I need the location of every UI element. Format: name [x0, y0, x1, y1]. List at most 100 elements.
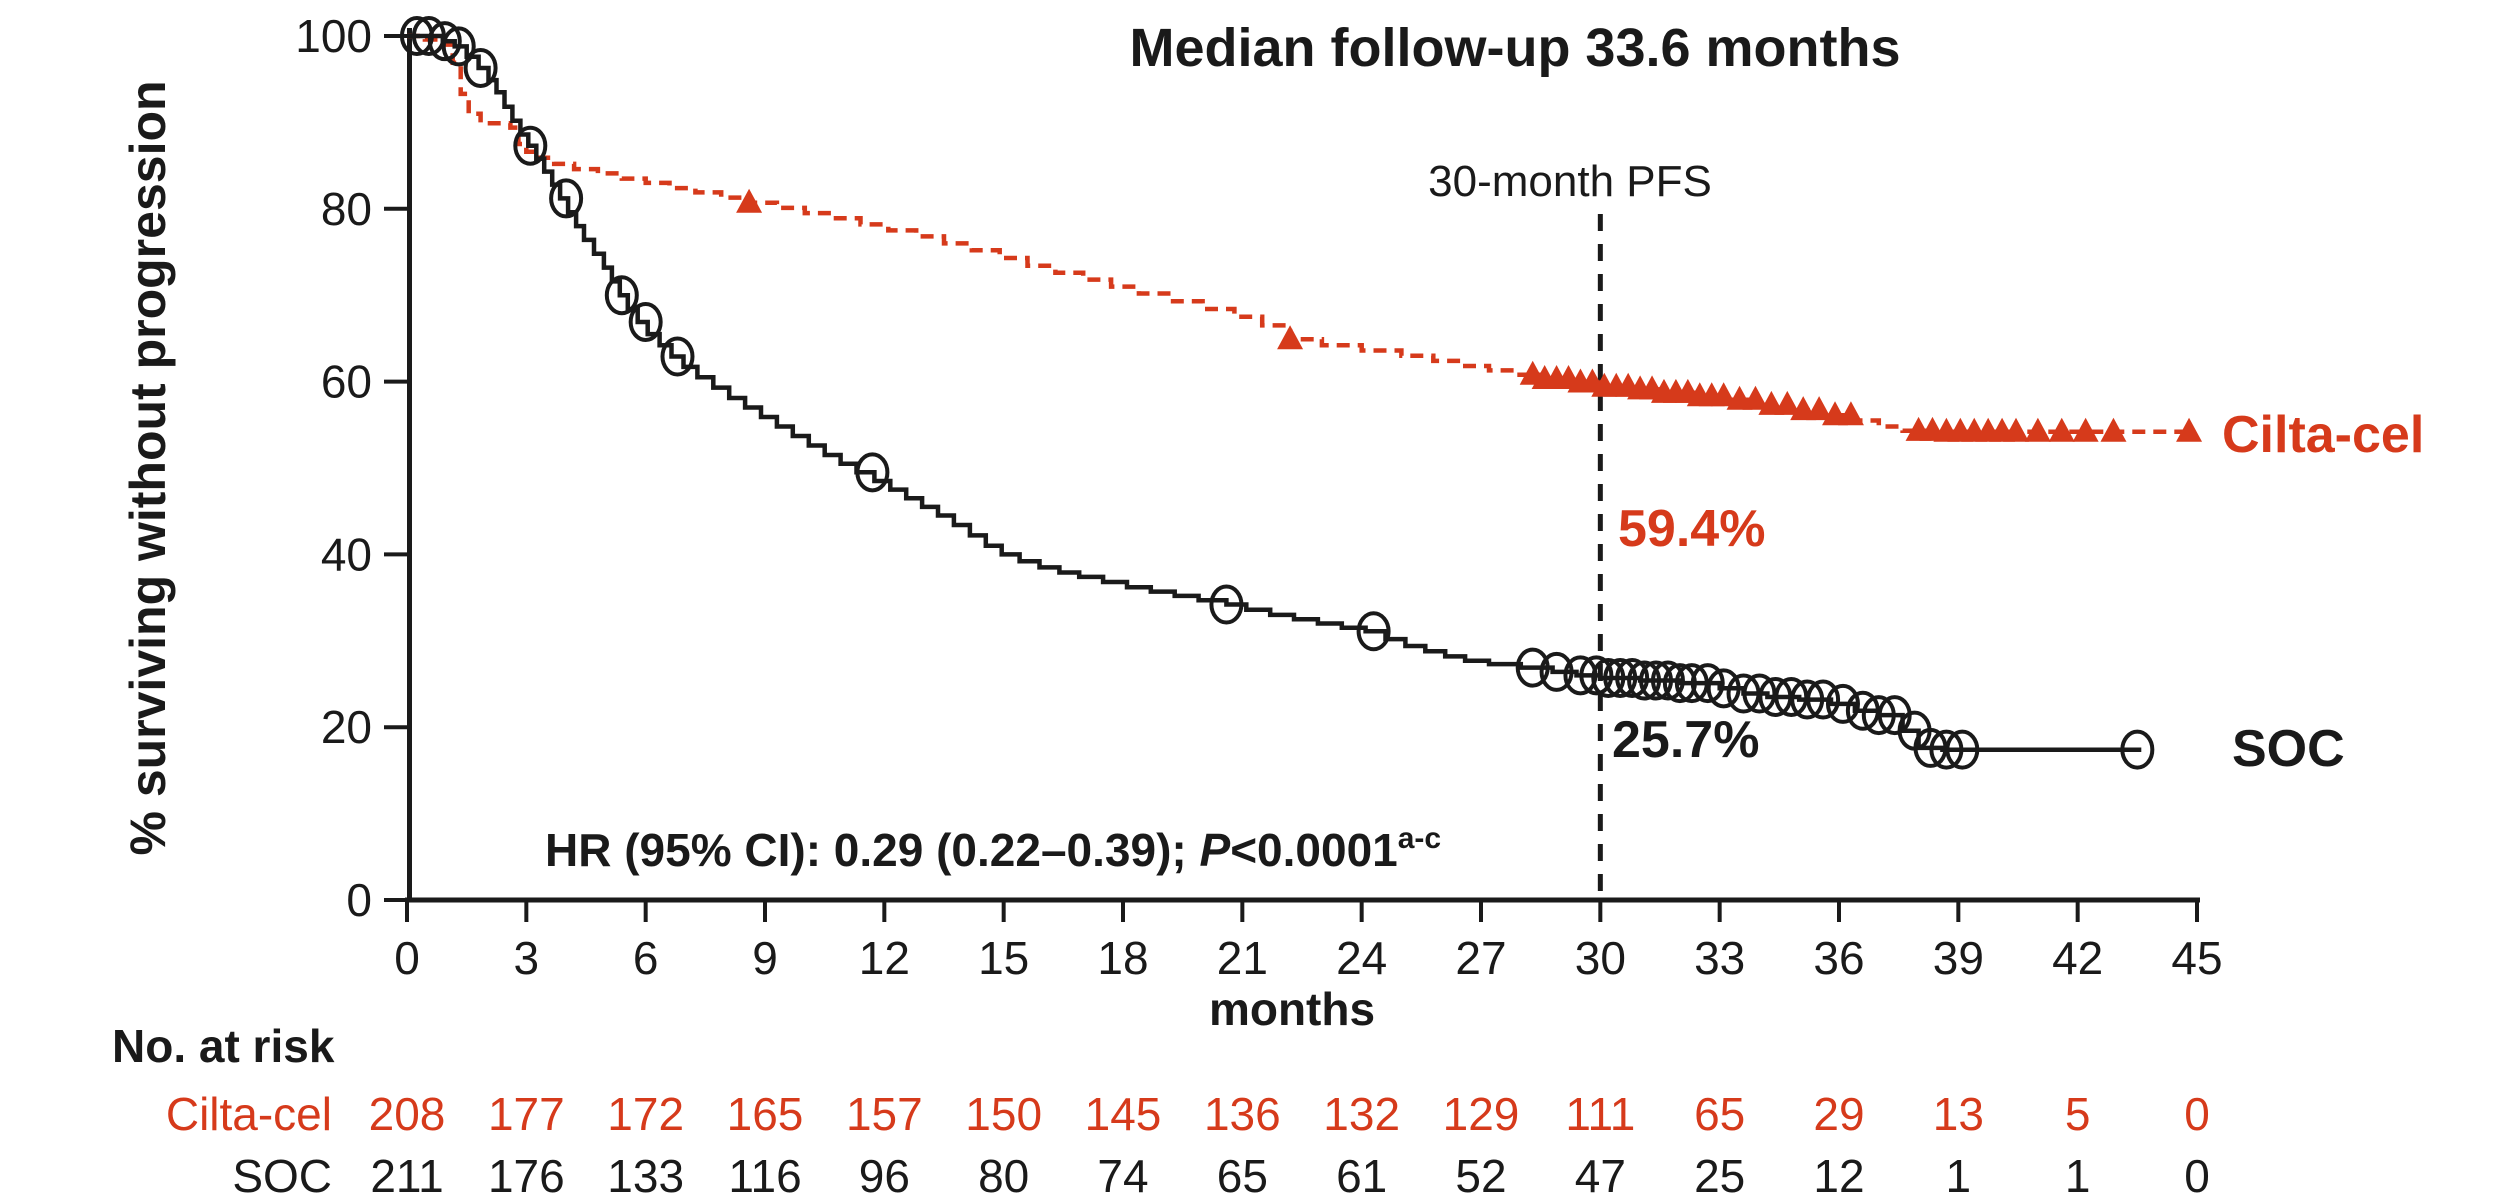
y-tick-label: 80 [321, 183, 372, 235]
at-risk-count: 5 [2065, 1088, 2091, 1140]
at-risk-count: 29 [1813, 1088, 1864, 1140]
x-tick-label: 3 [514, 932, 540, 984]
censor-circle-icon [628, 301, 663, 342]
x-tick-label: 12 [859, 932, 910, 984]
censor-circle-icon [604, 275, 639, 316]
at-risk-count: 116 [728, 1150, 801, 1196]
censor-circle-icon [1579, 655, 1614, 696]
censor-circle-icon [1690, 663, 1725, 704]
censor-circle-icon [1742, 673, 1777, 714]
at-risk-count: 61 [1336, 1150, 1387, 1196]
at-risk-count: 25 [1694, 1150, 1745, 1196]
censor-circle-icon [549, 178, 584, 219]
x-tick-label: 15 [978, 932, 1029, 984]
at-risk-count: 13 [1933, 1088, 1984, 1140]
soc-curve-label: SOC [2232, 720, 2345, 778]
censor-circle-icon [1563, 655, 1598, 696]
censor-circle-icon [855, 452, 890, 493]
at-risk-header: No. at risk [112, 1020, 335, 1072]
y-tick-label: 20 [321, 701, 372, 753]
censor-circle-icon [1825, 683, 1860, 724]
censor-circle-icon [1591, 657, 1626, 698]
censor-circle-icon [1639, 660, 1674, 701]
at-risk-count: 172 [607, 1088, 684, 1140]
x-tick-label: 45 [2171, 932, 2222, 984]
at-risk-count: 96 [859, 1150, 910, 1196]
survival-curves [407, 33, 2193, 752]
chart-title: Median follow-up 33.6 months [1129, 18, 1900, 78]
hr-value: <0.0001 [1230, 824, 1398, 876]
at-risk-count: 176 [488, 1150, 565, 1196]
x-tick-label: 39 [1933, 932, 1984, 984]
censor-triangle-icon [2024, 417, 2051, 442]
at-risk-count: 0 [2184, 1088, 2210, 1140]
at-risk-count: 12 [1813, 1150, 1864, 1196]
at-risk-count: 165 [727, 1088, 804, 1140]
y-tick-label: 60 [321, 356, 372, 408]
censor-circle-icon [1790, 679, 1825, 720]
y-tick-label: 40 [321, 528, 372, 580]
censor-triangle-icon [1277, 325, 1304, 350]
at-risk-row-label-soc: SOC [232, 1150, 332, 1196]
x-tick-label: 6 [633, 932, 659, 984]
x-axis-title: months [1209, 983, 1375, 1035]
censor-circle-icon [1662, 663, 1697, 704]
at-risk-count: 132 [1323, 1088, 1400, 1140]
censor-circle-icon [1615, 657, 1650, 698]
at-risk-count: 145 [1085, 1088, 1162, 1140]
hr-superscript: a-c [1398, 822, 1441, 855]
soc-30mo-pfs-value: 25.7% [1612, 711, 1759, 769]
censor-circle-icon [1674, 663, 1709, 704]
at-risk-row-label-ciltacel: Cilta-cel [166, 1088, 332, 1140]
x-tick-label: 24 [1336, 932, 1387, 984]
x-tick-label: 9 [752, 932, 778, 984]
at-risk-count: 52 [1455, 1150, 1506, 1196]
x-tick-label: 42 [2052, 932, 2103, 984]
hr-annotation: HR (95% CI): 0.29 (0.22–0.39); P<0.0001a… [545, 822, 1441, 876]
at-risk-count: 129 [1443, 1088, 1520, 1140]
censor-circle-icon [1806, 679, 1841, 720]
censor-circle-icon [1726, 673, 1761, 714]
censor-triangle-icon [1742, 385, 1769, 410]
censor-triangle-icon [2072, 417, 2099, 442]
at-risk-count: 47 [1575, 1150, 1626, 1196]
x-tick-label: 18 [1097, 932, 1148, 984]
at-risk-count: 211 [370, 1150, 443, 1196]
soc-curve [407, 33, 2142, 752]
at-risk-count: 136 [1204, 1088, 1281, 1140]
censor-triangle-icon [1710, 382, 1737, 407]
censor-triangle-icon [736, 188, 763, 213]
landmark-label: 30-month PFS [1428, 157, 1712, 206]
censor-circle-icon [427, 21, 462, 62]
at-risk-count: 65 [1694, 1088, 1745, 1140]
y-tick-label: 100 [295, 10, 372, 62]
censor-circle-icon [1539, 651, 1574, 692]
censor-circle-icon [1515, 647, 1550, 688]
censor-circle-icon [1209, 584, 1244, 625]
at-risk-count: 1 [2065, 1150, 2091, 1196]
at-risk-count: 208 [369, 1088, 446, 1140]
at-risk-count: 111 [1565, 1088, 1635, 1140]
x-tick-label: 30 [1575, 932, 1626, 984]
censor-markers [399, 16, 2203, 770]
at-risk-count: 65 [1217, 1150, 1268, 1196]
hr-p-italic: P [1200, 824, 1231, 876]
censor-triangle-icon [2003, 417, 2030, 442]
censor-circle-icon [441, 26, 476, 67]
censor-circle-icon [1356, 611, 1391, 652]
censor-circle-icon [1929, 729, 1964, 770]
censor-triangle-icon [1806, 396, 1833, 421]
y-axis-title: % surviving without progression [120, 80, 176, 855]
x-tick-label: 27 [1455, 932, 1506, 984]
censor-circle-icon [411, 16, 446, 56]
at-risk-values: 208 177 172 165 157 150 145 136 132 129 111 65 29 13 5… [369, 1088, 2210, 1196]
x-tick-label: 21 [1217, 932, 1268, 984]
at-risk-count: 0 [2184, 1150, 2210, 1196]
censor-circle-icon [1861, 695, 1896, 736]
at-risk-count: 150 [965, 1088, 1042, 1140]
at-risk-count: 74 [1097, 1150, 1148, 1196]
censor-circle-icon [660, 336, 695, 377]
y-tick-label: 0 [346, 874, 372, 926]
